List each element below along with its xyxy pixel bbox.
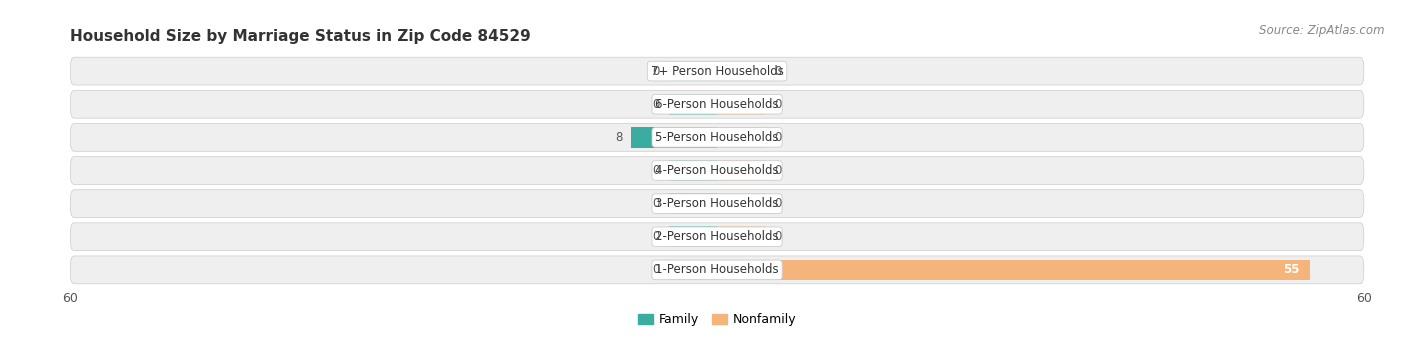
Text: 8: 8 (614, 131, 623, 144)
Text: 6-Person Households: 6-Person Households (655, 98, 779, 111)
Bar (717, 226, 765, 247)
Bar (717, 127, 765, 148)
Text: 0: 0 (775, 131, 782, 144)
Text: 0: 0 (652, 65, 659, 78)
Text: 0: 0 (652, 263, 659, 276)
Text: 0: 0 (652, 197, 659, 210)
Bar (717, 94, 765, 115)
Text: 4-Person Households: 4-Person Households (655, 164, 779, 177)
Text: 0: 0 (652, 98, 659, 111)
Text: 7+ Person Households: 7+ Person Households (651, 65, 783, 78)
Text: 1-Person Households: 1-Person Households (655, 263, 779, 276)
Text: Source: ZipAtlas.com: Source: ZipAtlas.com (1260, 24, 1385, 37)
Text: 0: 0 (652, 164, 659, 177)
Text: 0: 0 (652, 230, 659, 243)
Text: 5-Person Households: 5-Person Households (655, 131, 779, 144)
Text: 2-Person Households: 2-Person Households (655, 230, 779, 243)
Text: 0: 0 (775, 65, 782, 78)
FancyBboxPatch shape (70, 223, 1364, 251)
Bar (668, 260, 717, 280)
Text: 0: 0 (775, 197, 782, 210)
Bar (668, 94, 717, 115)
FancyBboxPatch shape (70, 157, 1364, 184)
Bar (717, 193, 765, 214)
Text: 3-Person Households: 3-Person Households (655, 197, 779, 210)
Bar (668, 61, 717, 81)
Text: 0: 0 (775, 230, 782, 243)
Text: Household Size by Marriage Status in Zip Code 84529: Household Size by Marriage Status in Zip… (70, 29, 531, 44)
FancyBboxPatch shape (70, 90, 1364, 118)
Legend: Family, Nonfamily: Family, Nonfamily (633, 308, 801, 331)
Text: 0: 0 (775, 98, 782, 111)
FancyBboxPatch shape (70, 256, 1364, 284)
Bar (668, 160, 717, 181)
Bar (668, 226, 717, 247)
Bar (717, 61, 765, 81)
Text: 0: 0 (775, 164, 782, 177)
Bar (717, 160, 765, 181)
Bar (668, 193, 717, 214)
FancyBboxPatch shape (70, 190, 1364, 218)
Text: 55: 55 (1282, 263, 1299, 276)
FancyBboxPatch shape (70, 123, 1364, 151)
Bar (631, 127, 717, 148)
Bar (717, 260, 1310, 280)
FancyBboxPatch shape (70, 57, 1364, 85)
